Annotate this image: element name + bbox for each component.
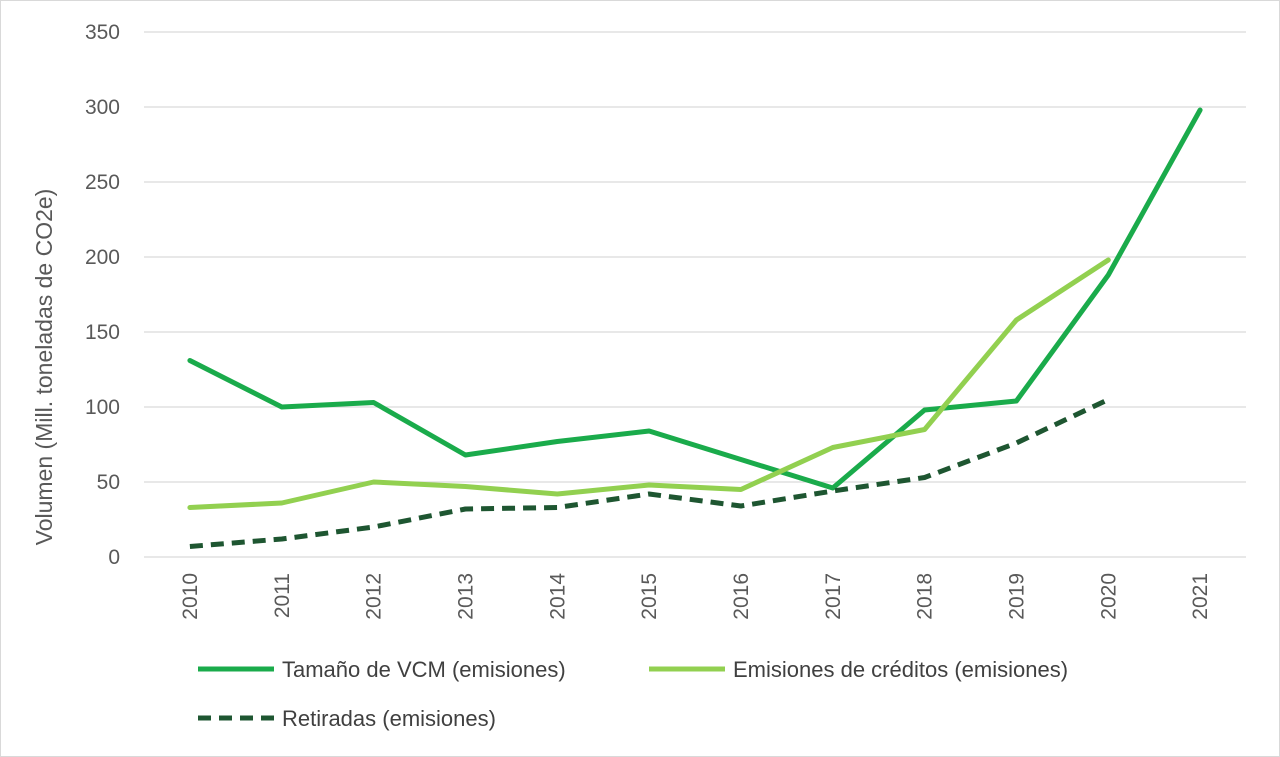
legend-label-2: Retiradas (emisiones) [282, 706, 496, 731]
y-axis-ticks: 0 50 100 150 200 250 300 350 [85, 21, 120, 569]
y-tick-label: 300 [85, 96, 120, 119]
x-tick-label: 2018 [914, 573, 937, 620]
y-tick-label: 350 [85, 21, 120, 44]
x-tick-label: 2013 [454, 573, 477, 620]
y-tick-label: 100 [85, 396, 120, 419]
series-line-1 [187, 257, 1111, 510]
x-tick-label: 2015 [638, 573, 661, 620]
x-axis-ticks: 2010 2011 2012 2013 2014 2015 2016 2017 2018 2019… [179, 573, 1212, 620]
series-lines [187, 107, 1203, 549]
x-tick-label: 2011 [271, 573, 294, 618]
series-line-2 [189, 397, 1110, 549]
series-line-0 [187, 107, 1203, 491]
x-tick-label: 2012 [363, 573, 386, 620]
x-tick-label: 2017 [822, 573, 845, 620]
x-tick-label: 2010 [179, 573, 202, 620]
x-tick-label: 2021 [1189, 573, 1212, 620]
y-axis-title: Volumen (Mill. toneladas de CO2e) [31, 189, 57, 546]
x-tick-label: 2014 [546, 573, 569, 620]
y-tick-label: 50 [97, 471, 120, 494]
legend-label-0: Tamaño de VCM (emisiones) [282, 657, 566, 682]
legend-label-1: Emisiones de créditos (emisiones) [733, 657, 1068, 682]
x-tick-label: 2020 [1097, 573, 1120, 620]
y-tick-label: 150 [85, 321, 120, 344]
legend: Tamaño de VCM (emisiones) Emisiones de cr… [198, 657, 1068, 731]
y-tick-label: 200 [85, 246, 120, 269]
x-tick-label: 2019 [1005, 573, 1028, 620]
y-tick-label: 250 [85, 171, 120, 194]
gridlines [144, 31, 1246, 558]
y-tick-label: 0 [108, 546, 120, 569]
x-tick-label: 2016 [730, 573, 753, 620]
